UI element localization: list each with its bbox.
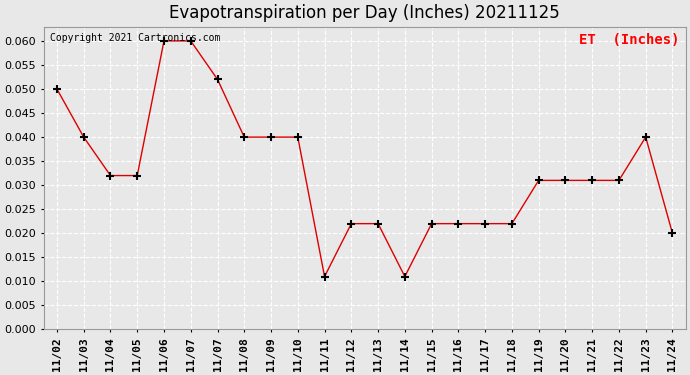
Text: ET  (Inches): ET (Inches) xyxy=(579,33,680,46)
Title: Evapotranspiration per Day (Inches) 20211125: Evapotranspiration per Day (Inches) 2021… xyxy=(169,4,560,22)
Text: Copyright 2021 Cartronics.com: Copyright 2021 Cartronics.com xyxy=(50,33,220,42)
